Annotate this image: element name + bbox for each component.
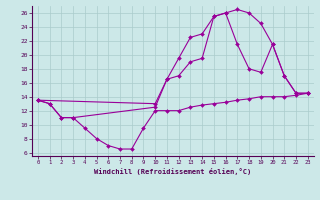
X-axis label: Windchill (Refroidissement éolien,°C): Windchill (Refroidissement éolien,°C) (94, 168, 252, 175)
